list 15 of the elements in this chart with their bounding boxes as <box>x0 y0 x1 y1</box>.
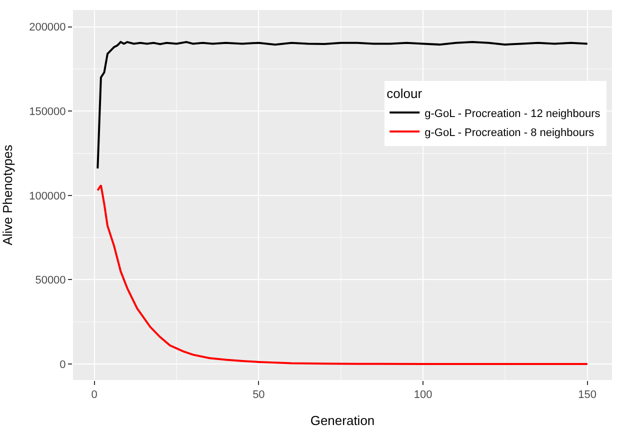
line-series <box>96 184 588 365</box>
y-tick-label: 150000 <box>29 106 66 118</box>
x-tick-label: 100 <box>414 389 432 402</box>
x-tick-label: 0 <box>91 389 98 402</box>
x-tick-label: 50 <box>252 389 265 402</box>
legend-label: g-GoL - Procreation - 12 neighbours <box>424 108 601 120</box>
y-tick-label: 100000 <box>29 190 66 202</box>
y-tick-label: 50000 <box>35 274 66 287</box>
legend-title: colour <box>386 86 423 101</box>
legend-label: g-GoL - Procreation - 8 neighbours <box>424 126 595 139</box>
x-axis-title: Generation <box>310 412 375 428</box>
y-axis-title: Alive Phenotypes <box>0 144 15 246</box>
x-tick-label: 150 <box>578 389 597 402</box>
y-tick-label: 200000 <box>29 22 66 34</box>
y-tick-label: 0 <box>60 358 66 371</box>
